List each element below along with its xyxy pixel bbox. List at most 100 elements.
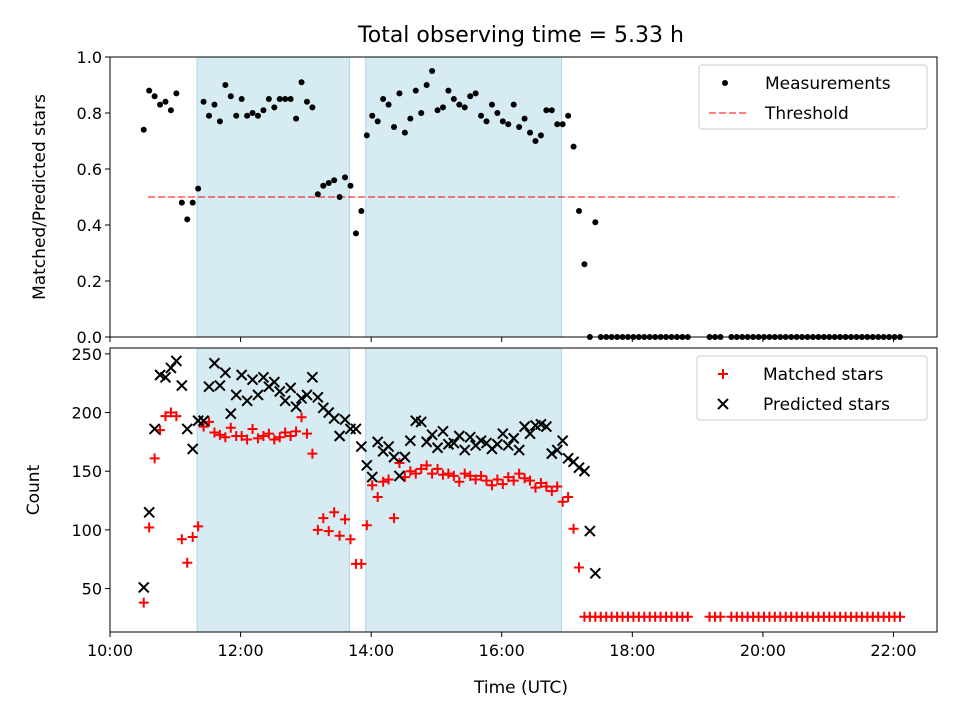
matched-star-point [454, 476, 465, 487]
predicted-star-point [426, 429, 438, 441]
measurement-point [298, 79, 305, 86]
matched-star-point [198, 421, 209, 432]
x-tick-label: 22:00 [870, 641, 916, 660]
measurement-point [554, 121, 561, 128]
measurement-point [336, 194, 343, 200]
predicted-star-point [453, 430, 466, 442]
predicted-star-point [573, 461, 585, 474]
legend-label: Predicted stars [763, 395, 890, 415]
matched-star-point [394, 458, 405, 469]
matched-star-point [476, 470, 487, 481]
matched-star-point [307, 448, 318, 459]
matched-star-point [252, 433, 263, 444]
measurement-point [282, 96, 289, 102]
matched-star-point [242, 434, 253, 445]
measurement-point [342, 174, 349, 181]
measurement-point [456, 101, 463, 108]
predicted-star-point [208, 357, 221, 369]
matched-star-point [209, 427, 220, 438]
measurement-point [331, 177, 338, 184]
matched-star-point [437, 469, 448, 480]
predicted-star-point [197, 415, 210, 427]
matched-star-point [269, 434, 280, 445]
measurement-point [287, 96, 294, 102]
matched-star-point [541, 481, 552, 492]
matched-star-point [563, 492, 574, 503]
predicted-star-point [214, 379, 226, 392]
matched-star-point [503, 472, 514, 483]
measurement-point [260, 107, 267, 114]
measurement-point [216, 118, 223, 125]
matched-star-point [448, 470, 459, 481]
predicted-star-point [284, 382, 297, 394]
measurement-point [559, 121, 566, 128]
legend-frame [698, 64, 928, 130]
measurement-point [418, 110, 425, 116]
predicted-star-point [507, 432, 520, 445]
predicted-star-point [404, 435, 417, 447]
predicted-star-point [312, 391, 324, 403]
predicted-star-point [361, 459, 373, 472]
measurement-point [314, 191, 321, 198]
matched-star-point [160, 411, 171, 422]
matched-star-point [258, 431, 269, 442]
predicted-star-point [246, 373, 259, 386]
predicted-star-point [176, 379, 188, 392]
matched-star-point [378, 476, 389, 487]
measurement-point [140, 126, 147, 133]
measurement-point [146, 87, 153, 94]
y-axis-label: Count [24, 464, 44, 515]
matched-star-point [263, 428, 274, 439]
predicted-star-point [170, 355, 183, 367]
matched-star-point [573, 562, 584, 573]
matched-star-point [568, 523, 579, 534]
matched-star-point [285, 431, 296, 442]
matched-star-point [465, 470, 476, 481]
predicted-star-point [355, 440, 368, 453]
matched-star-point [334, 530, 345, 541]
y-tick-label: 1.0 [77, 48, 102, 67]
measurement-point [581, 261, 588, 268]
measurement-point [396, 90, 403, 97]
measurement-point [537, 132, 544, 139]
predicted-star-point [295, 392, 308, 405]
predicted-star-point [252, 389, 264, 401]
measurement-point [434, 107, 441, 114]
predicted-star-point [181, 423, 193, 435]
matched-star-point [557, 496, 568, 507]
x-tick-label: 18:00 [609, 641, 655, 660]
predicted-star-point [546, 447, 558, 460]
measurement-point [184, 216, 191, 223]
measurement-point [206, 112, 213, 119]
matched-star-point [525, 475, 536, 486]
measurement-point [543, 107, 550, 114]
matched-star-point [497, 479, 508, 490]
measurement-point [271, 104, 278, 111]
predicted-star-point [350, 423, 362, 435]
count-panel: 50 100 150 200 250 10:00 12:00 14:00 16:00 18:00 2… [24, 345, 938, 660]
matched-star-point [486, 480, 497, 491]
predicted-star-point [518, 420, 531, 433]
matched-star-point [171, 411, 182, 422]
predicted-star-point [420, 436, 433, 448]
predicted-star-point [279, 395, 291, 407]
x-tick-label: 14:00 [348, 641, 394, 660]
predicted-star-point [459, 444, 471, 456]
measurement-point [303, 98, 310, 105]
measurement-point [157, 101, 164, 108]
matched-star-point [274, 432, 285, 443]
predicted-star-point [437, 425, 449, 438]
predicted-star-point [219, 366, 232, 379]
measurement-point [412, 87, 419, 94]
measurement-point [527, 129, 534, 136]
matched-star-point [312, 524, 323, 535]
measurement-point [200, 98, 207, 105]
predicted-star-point [513, 444, 525, 456]
matched-star-point [323, 526, 334, 537]
predicted-star-point [589, 567, 602, 580]
y-tick-label: 0.2 [77, 272, 102, 291]
matched-star-point [149, 453, 160, 464]
measurement-point [363, 132, 370, 139]
measurement-point [380, 96, 387, 102]
